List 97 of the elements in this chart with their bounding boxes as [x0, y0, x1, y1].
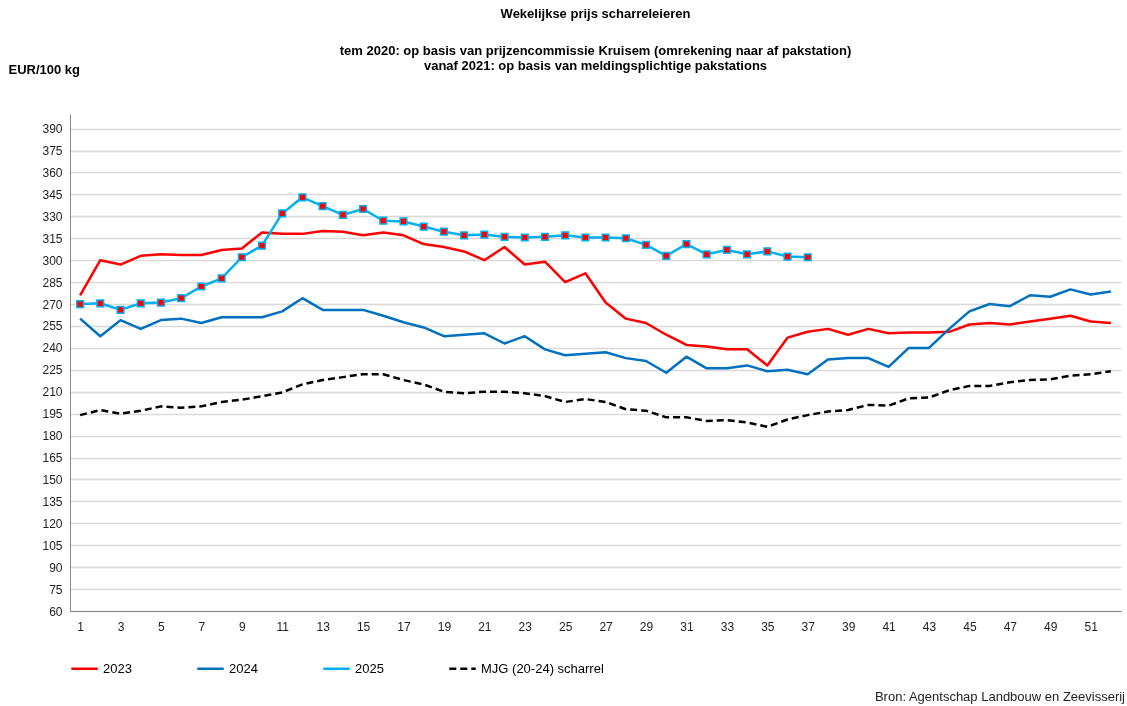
x-tick-label: 19 — [437, 619, 452, 634]
point — [156, 298, 166, 307]
point — [783, 252, 792, 261]
legend-label: 2025 — [355, 660, 384, 676]
point — [480, 230, 489, 239]
y-tick-label: 165 — [42, 451, 63, 466]
legend-label: MJG (20-24) scharrel — [481, 660, 604, 676]
y-tick-label: 180 — [42, 429, 63, 444]
x-tick-label: 39 — [841, 619, 856, 634]
y-tick-label: 300 — [42, 253, 63, 268]
point — [257, 241, 267, 250]
point — [298, 193, 307, 202]
point — [76, 299, 85, 309]
x-tick-label: 51 — [1084, 619, 1099, 634]
point — [601, 233, 610, 242]
line-series — [78, 229, 1113, 367]
y-tick-label: 390 — [42, 122, 63, 137]
chart-subtitle: tem 2020: op basis van prijzencommissie Kruisem (omrekening naar af pakstation) vanaf 2021: op basis van meldingsplichtige pakstations — [339, 43, 852, 73]
y-tick-label: 270 — [42, 297, 63, 312]
point — [177, 294, 186, 303]
point — [217, 274, 226, 283]
x-tick-label: 7 — [198, 619, 206, 634]
point — [318, 201, 327, 211]
x-tick-label: 11 — [276, 619, 290, 634]
chart-title: Wekelijkse prijs scharreleieren — [500, 6, 691, 21]
point — [641, 240, 651, 249]
point — [460, 231, 469, 240]
point — [237, 253, 246, 262]
point — [662, 251, 671, 260]
x-tick-label: 47 — [1003, 619, 1018, 634]
y-tick-label: 210 — [42, 385, 63, 400]
legend-label: 2024 — [229, 660, 258, 676]
x-tick-label: 49 — [1044, 619, 1058, 634]
y-tick-label: 330 — [42, 209, 63, 224]
y-tick-label: 315 — [42, 231, 63, 246]
x-tick-label: 45 — [963, 619, 977, 634]
x-tick-label: 37 — [801, 619, 816, 634]
x-tick-label: 1 — [77, 619, 85, 634]
x-tick-label: 21 — [478, 619, 492, 634]
point — [358, 204, 368, 214]
y-tick-label: 75 — [49, 582, 63, 597]
point — [136, 299, 145, 308]
point — [419, 222, 428, 231]
point — [379, 216, 388, 225]
point — [439, 227, 449, 236]
x-tick-label: 25 — [559, 619, 573, 634]
x-tick-label: 9 — [238, 619, 246, 634]
x-tick-label: 31 — [680, 619, 694, 634]
point — [96, 299, 105, 308]
point — [621, 234, 630, 243]
y-tick-label: 60 — [49, 604, 63, 619]
point — [540, 232, 550, 241]
y-tick-label: 285 — [42, 275, 63, 290]
point — [338, 210, 347, 219]
x-tick-label: 27 — [599, 619, 614, 634]
y-tick-label: 225 — [42, 363, 63, 378]
y-tick-label: 135 — [42, 494, 63, 509]
point — [116, 305, 125, 314]
x-tick-label: 29 — [639, 619, 654, 634]
point — [682, 239, 691, 249]
legend-label: 2023 — [103, 660, 132, 676]
point — [742, 250, 752, 259]
x-tick-label: 43 — [922, 619, 937, 634]
point — [803, 253, 812, 262]
point — [520, 233, 529, 242]
x-tick-label: 41 — [882, 619, 897, 634]
y-tick-label: 255 — [42, 319, 63, 334]
text: Bron: Agentschap Landbouw en Zeevisserij — [874, 689, 1125, 704]
x-tick-label: 15 — [356, 619, 371, 634]
x-tick-label: 23 — [518, 619, 533, 634]
y-tick-label: 195 — [42, 407, 63, 422]
point — [722, 245, 731, 255]
y-tick-label: 375 — [42, 144, 63, 159]
x-tick-label: 17 — [397, 619, 411, 634]
point — [763, 247, 772, 256]
x-tick-label: 3 — [117, 619, 125, 634]
y-tick-label: 345 — [42, 187, 63, 202]
y-axis-title: EUR/100 kg — [8, 61, 81, 77]
point — [500, 232, 509, 241]
x-tick-label: 13 — [316, 619, 331, 634]
point — [581, 233, 590, 242]
point — [561, 231, 570, 240]
x-tick-label: 33 — [720, 619, 735, 634]
y-tick-label: 120 — [42, 516, 63, 531]
line-series — [78, 370, 1113, 429]
point — [399, 217, 408, 226]
line-series — [78, 288, 1113, 376]
y-tick-label: 90 — [49, 560, 63, 575]
y-tick-label: 105 — [42, 538, 63, 553]
point — [197, 282, 206, 291]
point — [278, 209, 287, 218]
y-tick-label: 240 — [42, 341, 63, 356]
y-tick-label: 360 — [42, 165, 63, 180]
x-tick-label: 35 — [761, 619, 775, 634]
x-tick-label: 5 — [158, 619, 166, 634]
point — [702, 250, 711, 259]
y-tick-label: 150 — [42, 472, 63, 487]
